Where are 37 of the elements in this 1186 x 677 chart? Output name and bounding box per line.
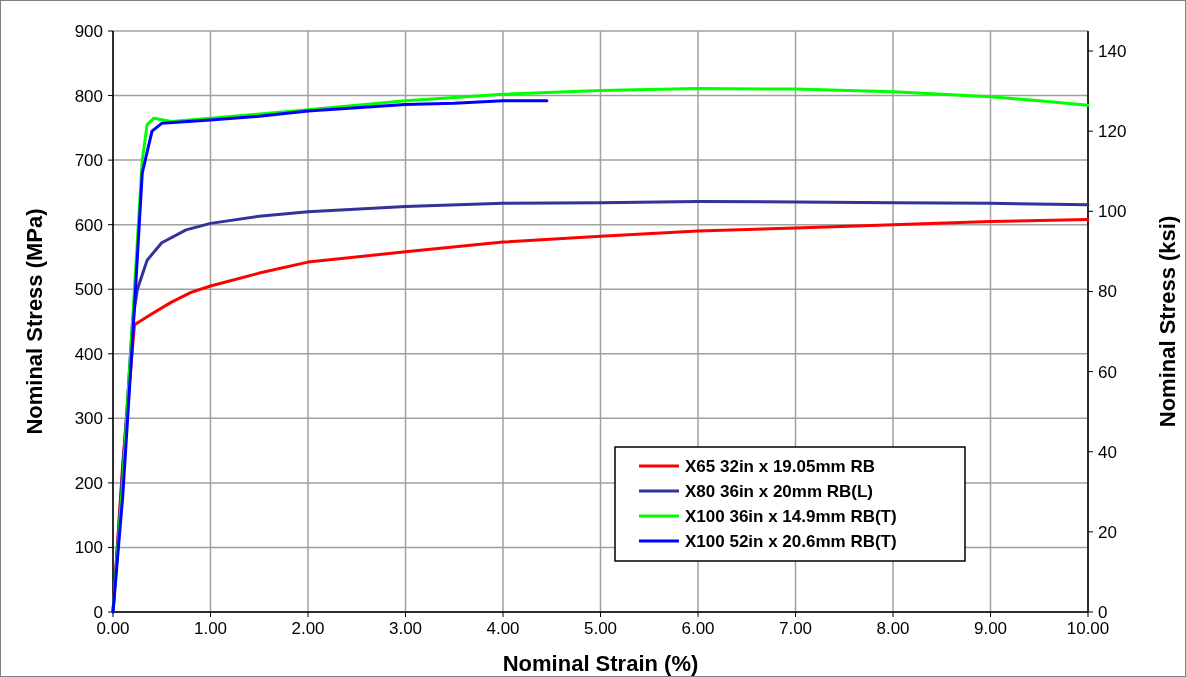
y-tick-label: 700 [74,151,103,171]
legend-label: X65 32in x 19.05mm RB [685,457,875,476]
x-tick-label: 0.00 [96,619,130,638]
y2-tick-label: 40 [1098,442,1117,462]
y-tick-label: 600 [74,215,103,235]
x-tick-label: 3.00 [388,619,423,638]
x-tick-label: 5.00 [583,619,618,638]
y-tick-label: 100 [74,538,103,558]
x-tick-label: 8.00 [876,619,910,638]
legend-label: X100 36in x 14.9mm RB(T) [685,507,897,526]
y2-axis-title: Nominal Stress (ksi) [1155,215,1180,428]
x-tick-label: 9.00 [973,619,1008,638]
y2-tick-label: 20 [1098,522,1117,542]
y-tick-label: 500 [74,280,103,300]
y-tick-label: 400 [74,344,103,364]
y2-tick-label: 120 [1098,122,1127,142]
x-tick-label: 4.00 [486,619,520,638]
x-tick-label: 6.00 [681,619,715,638]
x-tick-label: 2.00 [291,619,325,638]
legend-label: X100 52in x 20.6mm RB(T) [685,532,897,551]
y2-tick-label: 0 [1098,603,1108,622]
x-tick-label: 10.00 [1066,619,1110,638]
y2-tick-label: 100 [1098,202,1127,222]
y-tick-label: 200 [74,473,103,493]
y2-tick-label: 60 [1098,362,1117,382]
y-tick-label: 800 [74,86,103,106]
legend-label: X80 36in x 20mm RB(L) [685,482,874,501]
line-series [111,99,549,614]
x-tick-label: 7.00 [778,619,813,638]
y-tick-label: 300 [74,409,103,429]
y-tick-label: 900 [74,22,103,41]
y-axis-title: Nominal Stress (MPa) [22,208,47,435]
x-axis-title: Nominal Strain (%) [502,651,699,676]
y2-tick-label: 80 [1098,282,1117,302]
y-tick-label: 0 [93,603,103,622]
x-tick-label: 1.00 [193,619,228,638]
y2-tick-label: 140 [1098,42,1127,62]
